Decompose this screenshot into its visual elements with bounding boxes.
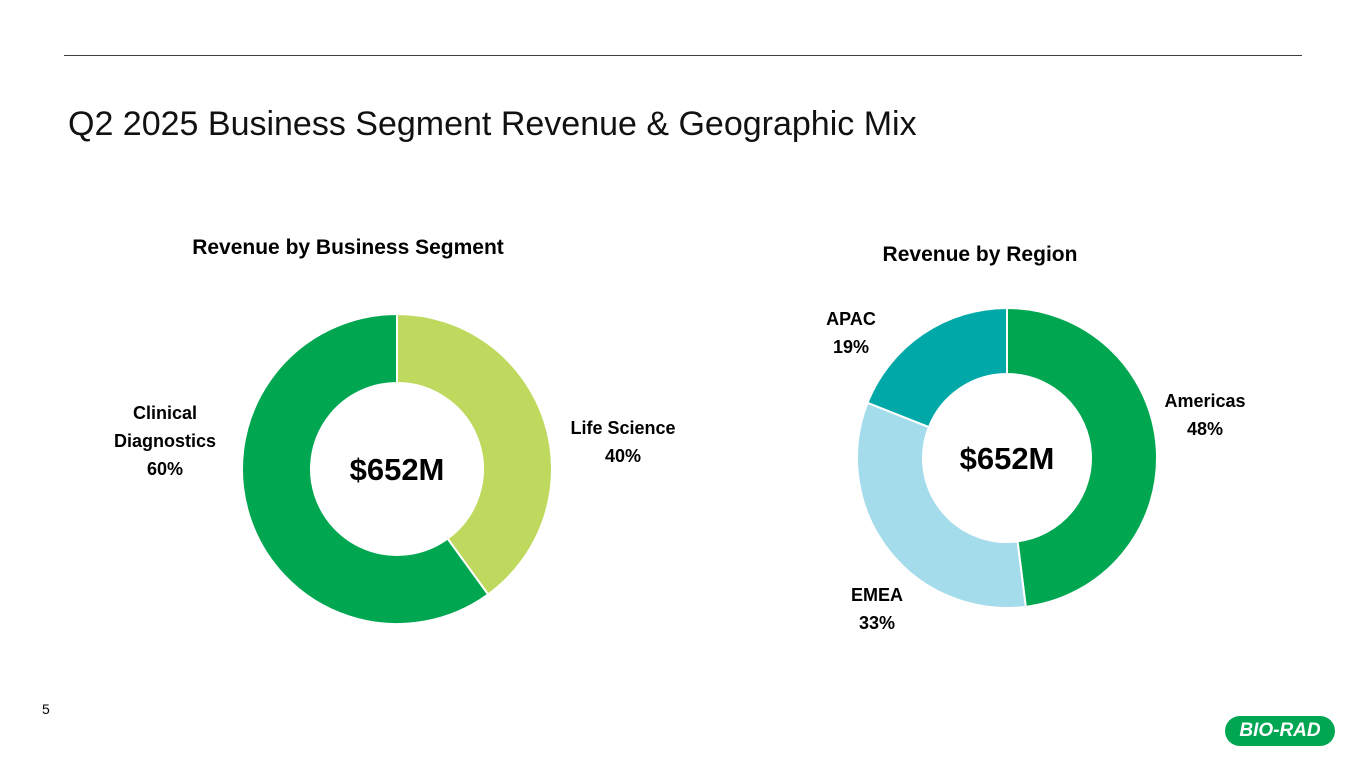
segment-center-total: $652M [350,452,445,487]
segment-chart-title: Revenue by Business Segment [192,236,504,259]
label-life-science: Life Science 40% [570,418,675,466]
slice-americas [1006,306,1158,608]
slice-clinical-diagnostics [241,312,490,625]
slice-emea [856,401,1027,609]
slice-apac [866,306,1008,429]
label-apac: APAC 19% [826,309,876,357]
label-clinical-diagnostics: Clinical Diagnostics 60% [114,403,216,479]
slice-life-science [396,312,553,596]
page-number: 5 [42,701,50,717]
region-chart-title: Revenue by Region [882,243,1078,266]
label-emea: EMEA 33% [851,585,903,633]
region-center-total: $652M [960,441,1055,476]
label-americas: Americas 48% [1164,391,1245,439]
bio-rad-logo: BIO-RAD [1225,716,1335,746]
page-title: Q2 2025 Business Segment Revenue & Geogr… [68,105,917,143]
top-divider [64,55,1302,56]
